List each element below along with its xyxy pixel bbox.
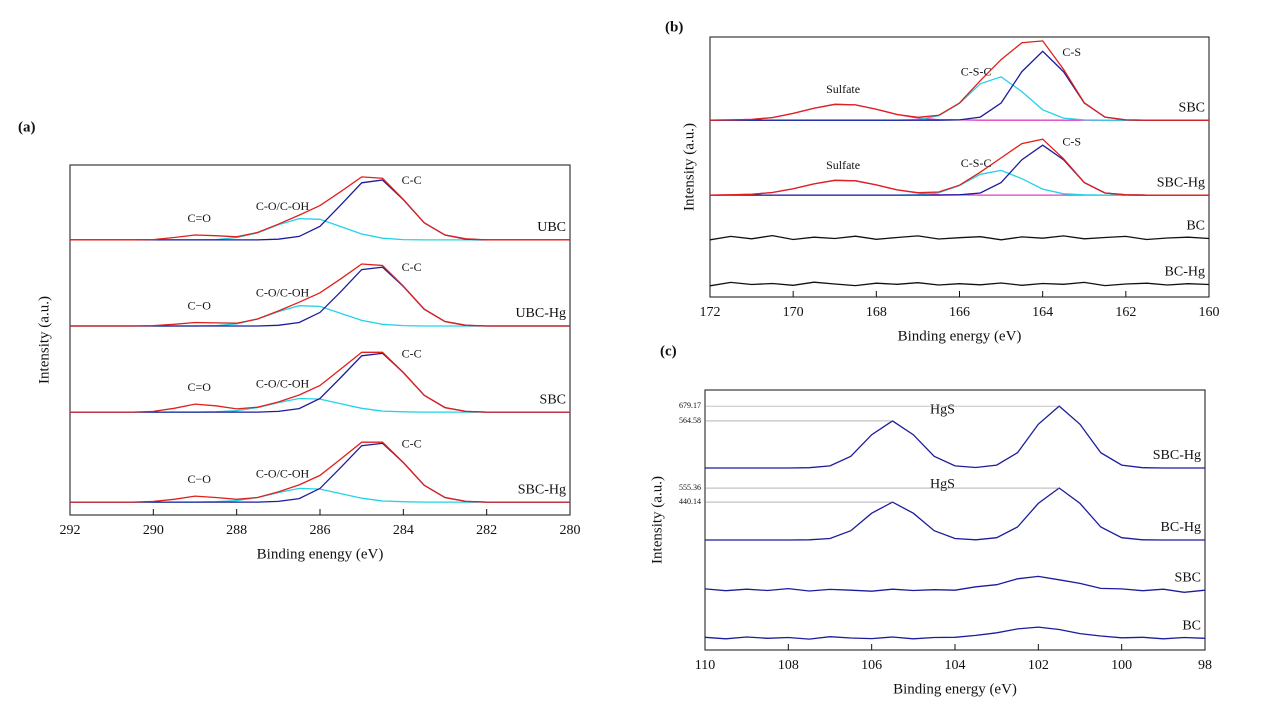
guide-label: 679.17	[679, 401, 701, 410]
spectrum-line	[70, 487, 570, 503]
guide-label: 440.14	[679, 497, 701, 506]
spectrum-name: BC	[1186, 219, 1205, 234]
spectrum-line	[709, 281, 1210, 287]
spectrum-line	[70, 263, 570, 327]
spectrum-line	[709, 138, 1209, 196]
peak-annotation: C=O	[187, 211, 211, 225]
spectrum-name: BC-Hg	[1165, 265, 1205, 280]
x-tick-label: 290	[143, 523, 164, 538]
spectrum-name: SBC-Hg	[1153, 448, 1201, 463]
spectrum-name: BC-Hg	[1161, 520, 1201, 535]
spectrum-line	[70, 351, 570, 413]
spectrum-line	[710, 50, 1209, 121]
x-axis-label: Binding energy (eV)	[898, 328, 1022, 344]
x-tick-label: 292	[60, 523, 81, 538]
peak-annotation: C-C	[402, 346, 422, 360]
peak-annotation: C-O/C-OH	[256, 199, 310, 213]
spectrum-line	[704, 575, 1206, 593]
spectrum-line	[70, 397, 570, 413]
spectrum-name: UBC-Hg	[515, 306, 566, 321]
x-tick-label: 110	[695, 658, 715, 673]
x-tick-label: 282	[476, 523, 497, 538]
spectrum-name: UBC	[537, 220, 566, 235]
spectrum-line	[70, 305, 570, 327]
x-tick-label: 170	[783, 305, 804, 320]
x-axis-label: Binding enengy (eV)	[257, 546, 384, 562]
peak-annotation: C-O/C-OH	[256, 377, 310, 391]
spectrum-line	[709, 234, 1210, 241]
spectrum-name: SBC	[1179, 100, 1205, 115]
spectrum-line	[710, 76, 1209, 121]
spectrum-line	[70, 217, 570, 241]
peak-annotation: C-O/C-OH	[256, 467, 310, 481]
x-tick-label: 106	[861, 658, 882, 673]
x-tick-label: 288	[226, 523, 247, 538]
spectrum-name: SBC	[540, 392, 566, 407]
spectrum-line	[710, 169, 1209, 196]
peak-annotation: HgS	[930, 477, 955, 492]
plot-frame	[704, 389, 1206, 651]
x-tick-label: 98	[1198, 658, 1212, 673]
spectrum-line	[710, 144, 1209, 196]
x-tick-label: 284	[393, 523, 414, 538]
y-axis-label: Intensity (a.u.)	[681, 123, 697, 211]
spectrum-line	[70, 266, 570, 327]
spectrum-line	[705, 405, 1205, 469]
plot-frame	[709, 36, 1210, 298]
peak-annotation: C-C	[402, 173, 422, 187]
spectrum-line	[70, 442, 570, 503]
guide-label: 555.36	[679, 483, 701, 492]
spectrum-line	[70, 179, 570, 241]
peak-annotation: C=O	[187, 380, 211, 394]
spectrum-line	[704, 626, 1206, 640]
peak-annotation: C-S	[1062, 134, 1081, 148]
peak-annotation: C−O	[187, 298, 211, 312]
spectrum-name: BC	[1182, 619, 1201, 634]
spectrum-name: SBC-Hg	[1157, 175, 1205, 190]
peak-annotation: C-C	[402, 260, 422, 274]
spectrum-line	[709, 103, 1209, 121]
panel-label: (c)	[660, 343, 677, 359]
x-tick-label: 286	[310, 523, 331, 538]
peak-annotation: C-S-C	[961, 156, 992, 170]
x-tick-label: 172	[700, 305, 721, 320]
y-axis-label: Intensity (a.u.)	[649, 476, 665, 564]
x-tick-label: 108	[778, 658, 799, 673]
x-axis-label: Binding energy (eV)	[893, 681, 1017, 697]
peak-annotation: C-C	[402, 436, 422, 450]
spectrum-name: SBC-Hg	[518, 482, 566, 497]
x-tick-label: 100	[1111, 658, 1132, 673]
plot-frame	[69, 164, 571, 516]
y-axis-label: Intensity (a.u.)	[36, 296, 52, 384]
peak-annotation: HgS	[930, 403, 955, 418]
spectrum-name: SBC	[1175, 570, 1201, 585]
spectrum-line	[709, 40, 1209, 121]
x-tick-label: 160	[1199, 305, 1220, 320]
peak-annotation: Sulfate	[826, 82, 860, 96]
x-tick-label: 280	[560, 523, 581, 538]
x-tick-label: 102	[1028, 658, 1049, 673]
spectrum-line	[70, 441, 570, 503]
peak-annotation: C-S-C	[961, 64, 992, 78]
peak-annotation: C-O/C-OH	[256, 286, 310, 300]
x-tick-label: 166	[949, 305, 970, 320]
panel-label: (b)	[665, 19, 683, 35]
x-tick-label: 104	[945, 658, 966, 673]
peak-annotation: C−O	[187, 472, 211, 486]
spectrum-line	[705, 487, 1205, 541]
guide-label: 564.58	[679, 416, 701, 425]
x-tick-label: 168	[866, 305, 887, 320]
peak-annotation: C-S	[1062, 45, 1081, 59]
spectrum-line	[70, 176, 570, 241]
spectrum-line	[709, 179, 1209, 196]
panel-label: (a)	[18, 119, 36, 135]
x-tick-label: 162	[1115, 305, 1136, 320]
peak-annotation: Sulfate	[826, 158, 860, 172]
x-tick-label: 164	[1032, 305, 1053, 320]
spectrum-line	[70, 352, 570, 413]
